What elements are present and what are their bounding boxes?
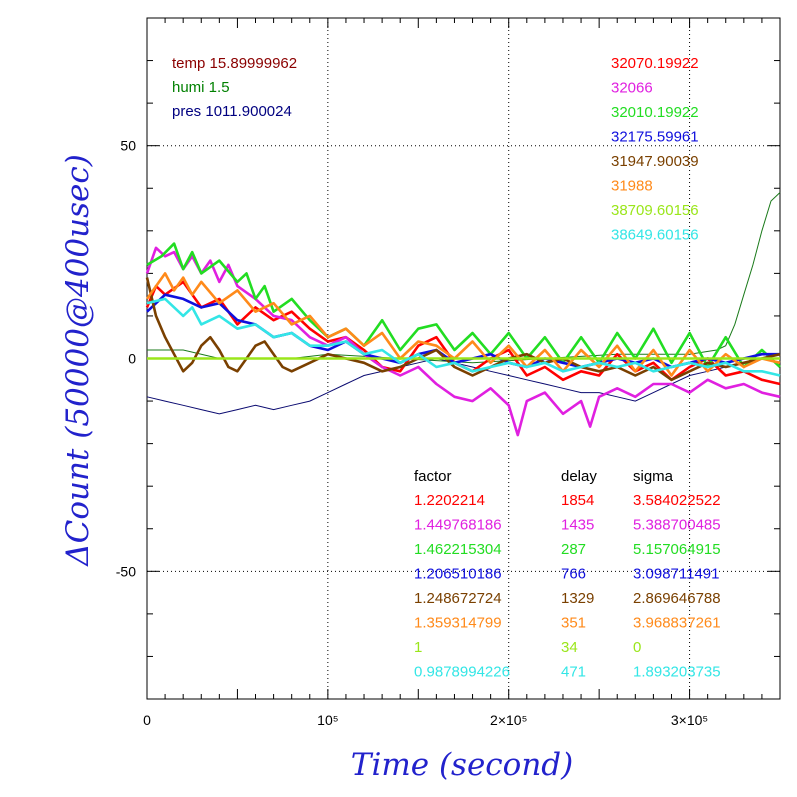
series-value: 32066 <box>611 80 653 97</box>
series-curves <box>145 192 781 437</box>
table-cell: 1329 <box>561 590 594 607</box>
env-readout: pres 1011.900024 <box>172 103 292 120</box>
env-readout: temp 15.89999962 <box>172 55 297 72</box>
series-value: 32010.19922 <box>611 104 699 121</box>
series-value: 31988 <box>611 178 653 195</box>
table-cell: 3.584022522 <box>633 492 721 509</box>
table-cell: 3.098711491 <box>633 566 719 583</box>
x-tick-label: 10⁵ <box>317 712 338 728</box>
table-cell: 1.2202214 <box>414 492 485 509</box>
env-curve <box>146 353 781 415</box>
series-line <box>145 277 781 382</box>
x-tick-label: 0 <box>143 712 151 728</box>
table-cell: 0 <box>633 639 641 656</box>
y-tick-label: -50 <box>116 563 136 579</box>
table-header: factor <box>414 468 452 485</box>
annotations: temp 15.89999962 humi 1.5 pres 1011.900024… <box>172 55 721 681</box>
x-tick-label: 2×10⁵ <box>490 712 527 728</box>
table-cell: 1.462215304 <box>414 541 502 558</box>
table-header: delay <box>561 468 597 485</box>
table-cell: 1.893203735 <box>633 664 721 681</box>
table-cell: 1 <box>414 639 422 656</box>
x-tick-label: 3×10⁵ <box>671 712 708 728</box>
series-value: 38649.60156 <box>611 227 699 244</box>
table-cell: 3.968837261 <box>633 615 721 632</box>
table-cell: 1854 <box>561 492 594 509</box>
table-cell: 1.206510186 <box>414 566 502 583</box>
series-line <box>145 272 781 377</box>
table-cell: 1.359314799 <box>414 615 502 632</box>
table-cell: 5.157064915 <box>633 541 721 558</box>
table-cell: 1.449768186 <box>414 517 502 534</box>
series-line <box>145 246 781 437</box>
series-value: 32175.59961 <box>611 129 699 146</box>
table-cell: 471 <box>561 664 586 681</box>
table-cell: 766 <box>561 566 586 583</box>
table-cell: 2.869646788 <box>633 590 721 607</box>
table-cell: 0.9878994226 <box>414 664 510 681</box>
series-value: 32070.19922 <box>611 55 699 72</box>
y-axis-title: ΔCount (50000@400usec) <box>60 154 96 567</box>
table-cell: 34 <box>561 639 578 656</box>
table-cell: 1.248672724 <box>414 590 502 607</box>
y-tick-label: 50 <box>120 138 136 154</box>
series-line <box>146 242 781 369</box>
table-header: sigma <box>633 468 674 485</box>
table-cell: 287 <box>561 541 586 558</box>
y-tick-label: 0 <box>128 351 136 367</box>
series-value: 31947.90039 <box>611 153 699 170</box>
table-cell: 5.388700485 <box>633 517 721 534</box>
env-readout: humi 1.5 <box>172 79 230 96</box>
axis-ticks: 0 10⁵ 2×10⁵ 3×10⁵ -50 0 50 <box>116 17 781 728</box>
table-cell: 1435 <box>561 517 594 534</box>
x-axis-title: Time (second) <box>351 747 573 783</box>
table-cell: 351 <box>561 615 586 632</box>
series-value: 38709.60156 <box>611 202 699 219</box>
series-line <box>146 297 781 377</box>
